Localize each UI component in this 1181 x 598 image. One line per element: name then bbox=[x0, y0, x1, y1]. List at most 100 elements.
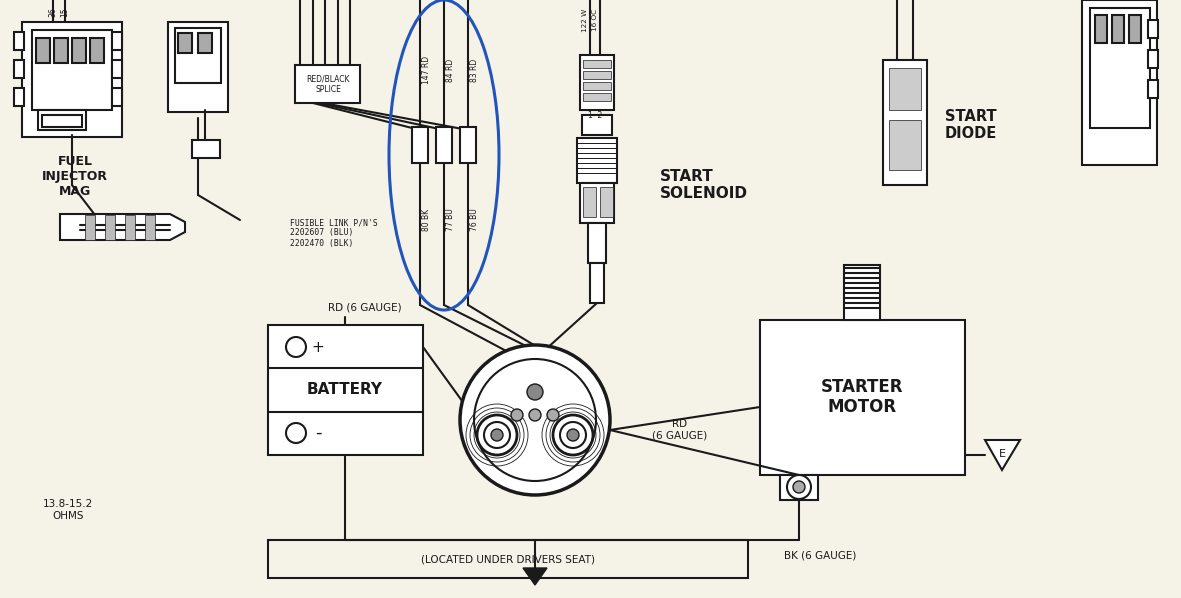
Text: BATTERY: BATTERY bbox=[307, 383, 383, 398]
Bar bbox=[1129, 15, 1141, 43]
Circle shape bbox=[491, 429, 503, 441]
Bar bbox=[761, 320, 965, 475]
Circle shape bbox=[527, 384, 543, 400]
Text: 80 BK: 80 BK bbox=[422, 209, 431, 231]
Bar bbox=[583, 71, 611, 79]
Circle shape bbox=[286, 337, 306, 357]
Bar bbox=[112, 88, 122, 106]
Bar bbox=[588, 223, 606, 263]
Circle shape bbox=[787, 475, 811, 499]
Bar bbox=[1095, 15, 1107, 43]
Bar bbox=[105, 215, 115, 240]
Bar bbox=[583, 60, 611, 68]
Circle shape bbox=[553, 415, 593, 455]
Bar bbox=[90, 38, 104, 63]
Text: RD (6 GAUGE): RD (6 GAUGE) bbox=[328, 302, 402, 312]
Circle shape bbox=[511, 409, 523, 421]
Text: 84 RD: 84 RD bbox=[446, 59, 455, 81]
Text: START
SOLENOID: START SOLENOID bbox=[660, 169, 748, 201]
Bar bbox=[14, 60, 24, 78]
Bar bbox=[43, 115, 81, 127]
Bar bbox=[54, 38, 68, 63]
Bar bbox=[412, 127, 428, 163]
Bar bbox=[38, 110, 86, 130]
Text: 36: 36 bbox=[48, 7, 58, 17]
Text: 77 BU: 77 BU bbox=[446, 209, 455, 231]
Bar bbox=[145, 215, 155, 240]
Text: 13.8-15.2
OHMS: 13.8-15.2 OHMS bbox=[43, 499, 93, 521]
Bar bbox=[85, 215, 94, 240]
Bar bbox=[883, 60, 927, 185]
Text: RED/BLACK
SPLICE: RED/BLACK SPLICE bbox=[306, 74, 350, 94]
Bar bbox=[32, 30, 112, 110]
Bar bbox=[112, 32, 122, 50]
Bar bbox=[436, 127, 452, 163]
Bar bbox=[14, 88, 24, 106]
Bar bbox=[889, 120, 921, 170]
Bar bbox=[889, 68, 921, 110]
Bar bbox=[461, 127, 476, 163]
Circle shape bbox=[560, 422, 586, 448]
Text: 1  2: 1 2 bbox=[588, 111, 602, 120]
Bar bbox=[582, 115, 612, 135]
Bar bbox=[112, 60, 122, 78]
Bar bbox=[35, 38, 50, 63]
Bar bbox=[198, 33, 213, 53]
Bar bbox=[178, 33, 193, 53]
Circle shape bbox=[529, 409, 541, 421]
Bar bbox=[22, 22, 122, 137]
Bar bbox=[193, 140, 220, 158]
Bar bbox=[1090, 8, 1150, 128]
Text: 76 BU: 76 BU bbox=[470, 209, 479, 231]
Bar bbox=[295, 65, 360, 103]
Text: -: - bbox=[315, 424, 321, 442]
Circle shape bbox=[474, 359, 596, 481]
Bar bbox=[1148, 80, 1159, 98]
Bar bbox=[600, 187, 613, 217]
Circle shape bbox=[567, 429, 579, 441]
Circle shape bbox=[484, 422, 510, 448]
Text: STARTER
MOTOR: STARTER MOTOR bbox=[821, 377, 903, 416]
Bar bbox=[1148, 20, 1159, 38]
Bar bbox=[268, 540, 748, 578]
Bar bbox=[1148, 50, 1159, 68]
Text: +: + bbox=[312, 340, 325, 355]
Text: START
DIODE: START DIODE bbox=[945, 109, 997, 141]
Bar bbox=[590, 263, 603, 303]
Polygon shape bbox=[523, 568, 547, 585]
Text: +: + bbox=[289, 340, 302, 355]
Bar bbox=[580, 55, 614, 110]
Bar bbox=[1082, 0, 1157, 165]
Text: 122 W: 122 W bbox=[582, 8, 588, 32]
Bar bbox=[175, 28, 221, 83]
Bar bbox=[583, 82, 611, 90]
Text: 16 OC: 16 OC bbox=[592, 9, 598, 31]
Bar bbox=[168, 22, 228, 112]
Text: E: E bbox=[998, 449, 1005, 459]
Text: 147 RD: 147 RD bbox=[422, 56, 431, 84]
Text: (LOCATED UNDER DRIVERS SEAT): (LOCATED UNDER DRIVERS SEAT) bbox=[420, 554, 595, 564]
Bar bbox=[580, 183, 614, 223]
Bar bbox=[268, 325, 423, 455]
Text: 83 RD: 83 RD bbox=[470, 59, 479, 81]
Circle shape bbox=[547, 409, 559, 421]
Text: RD
(6 GAUGE): RD (6 GAUGE) bbox=[652, 419, 707, 441]
Bar bbox=[72, 38, 86, 63]
Bar bbox=[578, 138, 616, 183]
Circle shape bbox=[477, 415, 517, 455]
Bar bbox=[779, 475, 818, 500]
Bar bbox=[583, 93, 611, 101]
Circle shape bbox=[286, 423, 306, 443]
Text: FUSIBLE LINK P/N'S
2202607 (BLU)
2202470 (BLK): FUSIBLE LINK P/N'S 2202607 (BLU) 2202470… bbox=[291, 218, 378, 248]
Bar bbox=[844, 265, 880, 320]
Bar bbox=[1113, 15, 1124, 43]
Text: BK (6 GAUGE): BK (6 GAUGE) bbox=[784, 550, 856, 560]
Circle shape bbox=[461, 345, 611, 495]
Bar bbox=[583, 187, 596, 217]
Text: 15: 15 bbox=[60, 7, 70, 17]
Text: FUEL
INJECTOR
MAG: FUEL INJECTOR MAG bbox=[43, 155, 107, 198]
Polygon shape bbox=[985, 440, 1020, 470]
Circle shape bbox=[792, 481, 805, 493]
Polygon shape bbox=[60, 214, 185, 240]
Bar bbox=[14, 32, 24, 50]
